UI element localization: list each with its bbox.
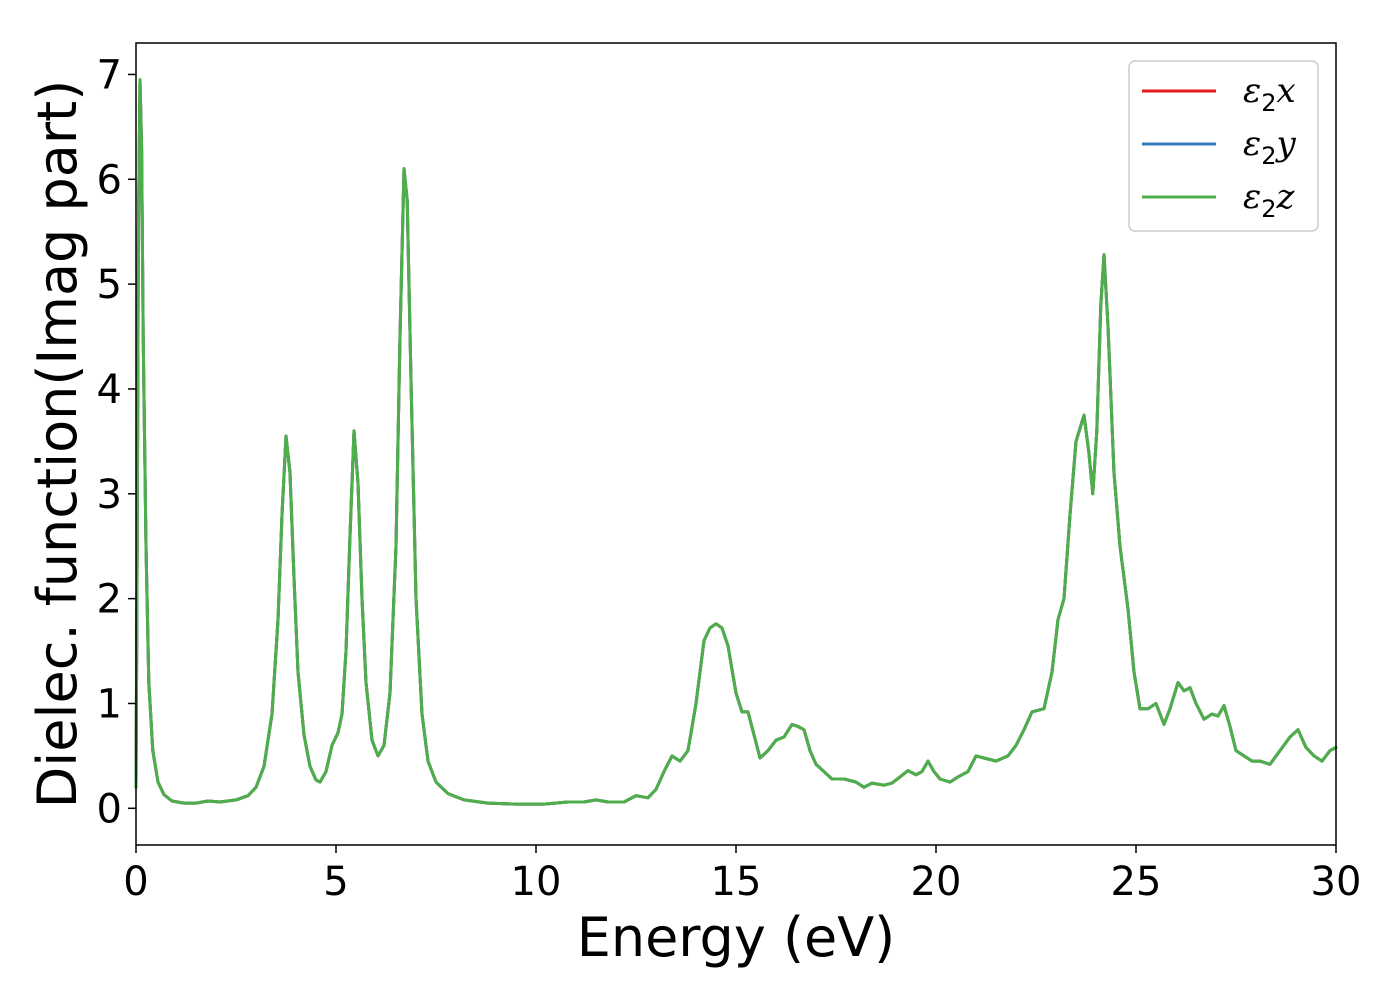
legend: ε2x ε2y ε2z	[1128, 60, 1319, 232]
x-axis-label: Energy (eV)	[577, 906, 896, 969]
series-layer	[134, 78, 1338, 806]
y-tick-label: 7	[97, 52, 122, 98]
legend-label-y: ε2y	[1243, 124, 1297, 170]
y-tick-label: 5	[97, 262, 122, 308]
y-tick-label: 6	[97, 157, 122, 203]
y-tick-label: 1	[97, 681, 122, 727]
x-tick-label: 0	[123, 859, 148, 905]
y-axis: 0 1 2 3 4 5 6 7	[97, 52, 136, 832]
y-tick-label: 0	[97, 786, 122, 832]
x-tick-label: 30	[1311, 859, 1362, 905]
x-axis: 0 5 10 15 20 25 30	[123, 845, 1361, 905]
x-tick-label: 20	[911, 859, 962, 905]
y-tick-label: 2	[97, 577, 122, 623]
legend-box	[1128, 60, 1319, 232]
legend-label-x: ε2x	[1243, 71, 1296, 117]
x-tick-label: 15	[711, 859, 762, 905]
y-axis-label: Dielec. function(Imag part)	[26, 80, 89, 809]
x-tick-label: 10	[511, 859, 562, 905]
x-tick-label: 25	[1111, 859, 1162, 905]
series-line-z	[134, 78, 1338, 806]
y-tick-label: 3	[97, 472, 122, 518]
y-tick-label: 4	[97, 367, 122, 413]
x-tick-label: 5	[323, 859, 348, 905]
legend-label-z: ε2z	[1243, 177, 1296, 223]
